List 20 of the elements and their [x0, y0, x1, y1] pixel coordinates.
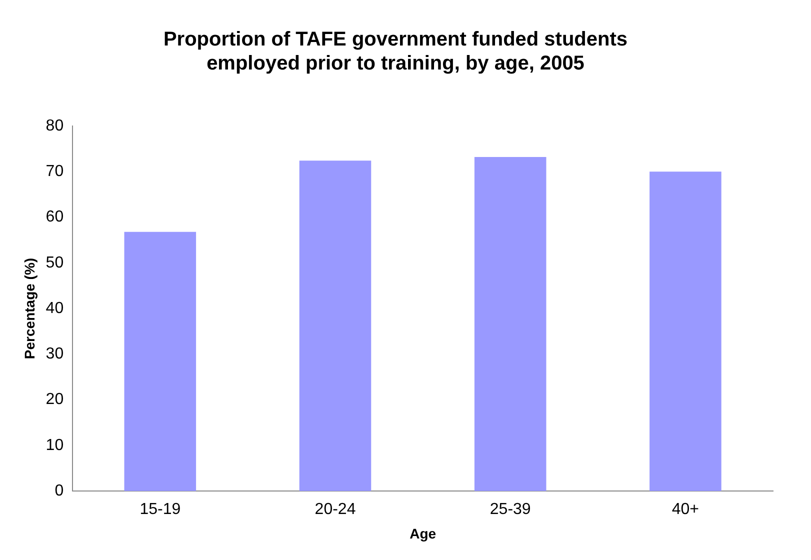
bar	[124, 232, 196, 491]
y-tick-label: 10	[46, 436, 64, 454]
y-tick-label: 60	[46, 208, 64, 226]
y-tick-label: 50	[46, 254, 64, 272]
chart-title: Proportion of TAFE government funded students employed prior to training, by age, 2005	[163, 28, 628, 75]
x-tick-label: 15-19	[140, 501, 181, 518]
y-tick-label: 20	[46, 391, 64, 408]
y-axis-title: Percentage (%)	[21, 258, 38, 360]
x-tick-label: 40+	[672, 501, 700, 518]
x-tick-label: 25-39	[490, 501, 531, 518]
y-tick-label: 0	[54, 482, 64, 500]
y-tick-label: 30	[46, 346, 64, 363]
bar	[650, 172, 722, 491]
x-tick-label: 20-24	[314, 501, 356, 518]
x-axis-title: Age	[410, 525, 436, 542]
y-tick-label: 70	[46, 163, 64, 180]
y-tick-label: 40	[46, 300, 64, 317]
bar	[474, 157, 546, 491]
bar	[299, 160, 372, 491]
y-tick-label: 80	[46, 117, 64, 134]
